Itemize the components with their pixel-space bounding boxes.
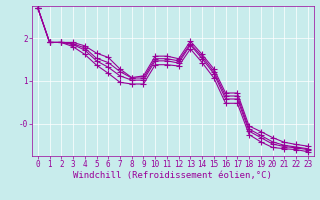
X-axis label: Windchill (Refroidissement éolien,°C): Windchill (Refroidissement éolien,°C) (73, 171, 272, 180)
